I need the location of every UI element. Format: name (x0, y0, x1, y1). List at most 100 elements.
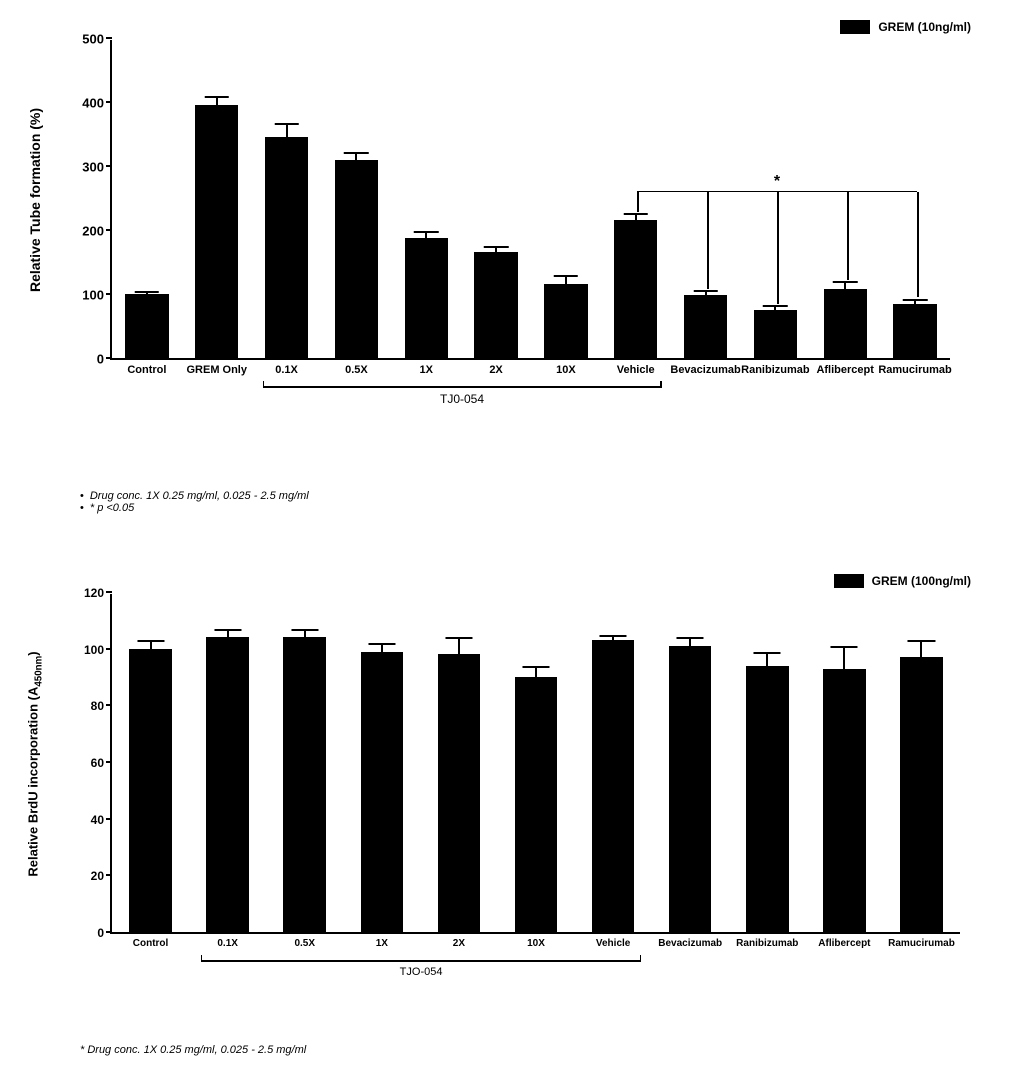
significance-bracket-leg (707, 192, 709, 289)
category-label: 0.5X (345, 364, 368, 376)
category-label: 1X (376, 938, 388, 949)
category-label: Vehicle (617, 364, 655, 376)
bar-slot: 2X (420, 594, 497, 932)
error-cap (831, 646, 858, 648)
bar-slot: Bevacizumab (652, 594, 729, 932)
bar (684, 295, 727, 358)
category-label: Vehicle (596, 938, 630, 949)
footnote-line: •Drug conc. 1X 0.25 mg/ml, 0.025 - 2.5 m… (80, 490, 991, 502)
error-cap (754, 652, 781, 654)
y-tick-mark (106, 229, 112, 231)
footnote-line: •* p <0.05 (80, 502, 991, 514)
y-tick-mark (106, 357, 112, 359)
error-cap (204, 96, 229, 98)
bar-slot: 0.1X (252, 40, 322, 358)
category-label: Ramucirumab (878, 364, 951, 376)
y-tick-mark (106, 37, 112, 39)
bar-slot: Bevacizumab (671, 40, 741, 358)
bar (361, 652, 404, 933)
error-bar (425, 231, 427, 237)
bar-slot: Ranibizumab (729, 594, 806, 932)
group-bracket-line (201, 960, 641, 962)
chart1-y-axis-label: Relative Tube formation (%) (27, 108, 43, 292)
significance-bracket-leg (777, 192, 779, 304)
category-label: Aflibercept (816, 364, 873, 376)
footnote-line: * Drug conc. 1X 0.25 mg/ml, 0.025 - 2.5 … (80, 1044, 991, 1056)
error-cap (368, 643, 395, 645)
error-cap (484, 246, 509, 248)
y-tick-label: 120 (84, 586, 112, 600)
legend-label: GREM (100ng/ml) (872, 574, 971, 588)
category-label: 0.1X (275, 364, 298, 376)
category-label: Control (127, 364, 166, 376)
y-tick-label: 80 (91, 699, 112, 713)
y-tick-mark (106, 931, 112, 933)
error-cap (135, 291, 160, 293)
bar (893, 304, 936, 358)
bar-slot: Aflibercept (806, 594, 883, 932)
group-label: TJO-054 (400, 966, 443, 978)
error-cap (523, 666, 550, 668)
bar (900, 657, 943, 932)
y-tick-label: 100 (84, 643, 112, 657)
chart2-plot-area: Control0.1X0.5X1X2X10XVehicleBevacizumab… (110, 594, 960, 934)
error-bar (914, 299, 916, 304)
category-label: Bevacizumab (658, 938, 722, 949)
error-bar (146, 291, 148, 294)
significance-bracket-leg (847, 192, 849, 280)
y-tick-mark (106, 101, 112, 103)
y-tick-mark (106, 874, 112, 876)
category-label: 2X (453, 938, 465, 949)
error-bar (381, 643, 383, 652)
error-bar (355, 152, 357, 160)
bar (474, 252, 517, 358)
chart1-legend: GREM (10ng/ml) (840, 20, 971, 34)
category-label: 0.1X (217, 938, 238, 949)
bar-slot: Vehicle (601, 40, 671, 358)
bar (823, 669, 866, 933)
chart2-y-axis-label: Relative BrdU incorporation (A450nm) (26, 651, 45, 876)
bar-slot: Control (112, 40, 182, 358)
error-cap (291, 629, 318, 631)
bar-slot: Ramucirumab (883, 594, 960, 932)
bar-slot: 2X (461, 40, 531, 358)
category-label: GREM Only (186, 364, 247, 376)
bar-slot: Control (112, 594, 189, 932)
category-label: 2X (489, 364, 502, 376)
bar (405, 238, 448, 358)
error-cap (600, 635, 627, 637)
error-cap (693, 290, 718, 292)
error-cap (763, 305, 788, 307)
error-bar (286, 123, 288, 137)
bar (614, 220, 657, 358)
category-label: Ranibizumab (736, 938, 798, 949)
chart2-footnotes: * Drug conc. 1X 0.25 mg/ml, 0.025 - 2.5 … (80, 1044, 991, 1056)
error-bar (304, 629, 306, 638)
bar (438, 654, 481, 932)
error-bar (216, 96, 218, 106)
bar-slot: 0.5X (266, 594, 343, 932)
chart1-plot-area: ControlGREM Only0.1X0.5X1X2X10XVehicleBe… (110, 40, 950, 360)
error-cap (344, 152, 369, 154)
group-label: TJ0-054 (440, 392, 484, 406)
error-cap (214, 629, 241, 631)
y-tick-mark (106, 165, 112, 167)
error-bar (766, 652, 768, 666)
error-bar (774, 305, 776, 310)
bar-slot: 10X (497, 594, 574, 932)
bar (265, 137, 308, 358)
tube-formation-chart: GREM (10ng/ml) Relative Tube formation (… (20, 20, 991, 460)
y-tick-label: 40 (91, 813, 112, 827)
y-tick-label: 20 (91, 869, 112, 883)
y-tick-label: 60 (91, 756, 112, 770)
bar-slot: 10X (531, 40, 601, 358)
bar (206, 637, 249, 932)
y-tick-mark (106, 818, 112, 820)
error-cap (903, 299, 928, 301)
bar-slot: 1X (391, 40, 461, 358)
chart1-footnotes: •Drug conc. 1X 0.25 mg/ml, 0.025 - 2.5 m… (80, 490, 991, 514)
error-cap (833, 281, 858, 283)
bar (125, 294, 168, 358)
error-bar (535, 666, 537, 677)
bar-slot: Aflibercept (810, 40, 880, 358)
